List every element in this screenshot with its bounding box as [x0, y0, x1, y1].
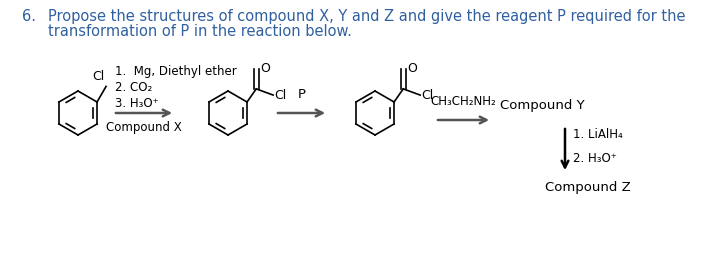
- Text: O: O: [260, 62, 270, 75]
- Text: Propose the structures of compound X, Y and Z and give the reagent P required fo: Propose the structures of compound X, Y …: [48, 9, 685, 24]
- Text: O: O: [407, 62, 417, 75]
- Text: 2. CO₂: 2. CO₂: [115, 81, 152, 94]
- Text: Cl: Cl: [274, 88, 286, 102]
- Text: 1. LiAlH₄: 1. LiAlH₄: [573, 128, 623, 141]
- Text: Cl: Cl: [92, 70, 104, 84]
- Text: Compound Y: Compound Y: [500, 99, 584, 112]
- Text: 1.  Mg, Diethyl ether: 1. Mg, Diethyl ether: [115, 65, 237, 78]
- Text: P: P: [298, 88, 305, 101]
- Text: transformation of P in the reaction below.: transformation of P in the reaction belo…: [48, 24, 352, 39]
- Text: Compound X: Compound X: [106, 121, 182, 134]
- Text: 6.: 6.: [22, 9, 36, 24]
- Text: CH₃CH₂NH₂: CH₃CH₂NH₂: [431, 95, 496, 108]
- Text: 3. H₃O⁺: 3. H₃O⁺: [115, 97, 158, 110]
- Text: 2. H₃O⁺: 2. H₃O⁺: [573, 151, 617, 164]
- Text: Cl: Cl: [421, 88, 433, 102]
- Text: Compound Z: Compound Z: [545, 181, 631, 194]
